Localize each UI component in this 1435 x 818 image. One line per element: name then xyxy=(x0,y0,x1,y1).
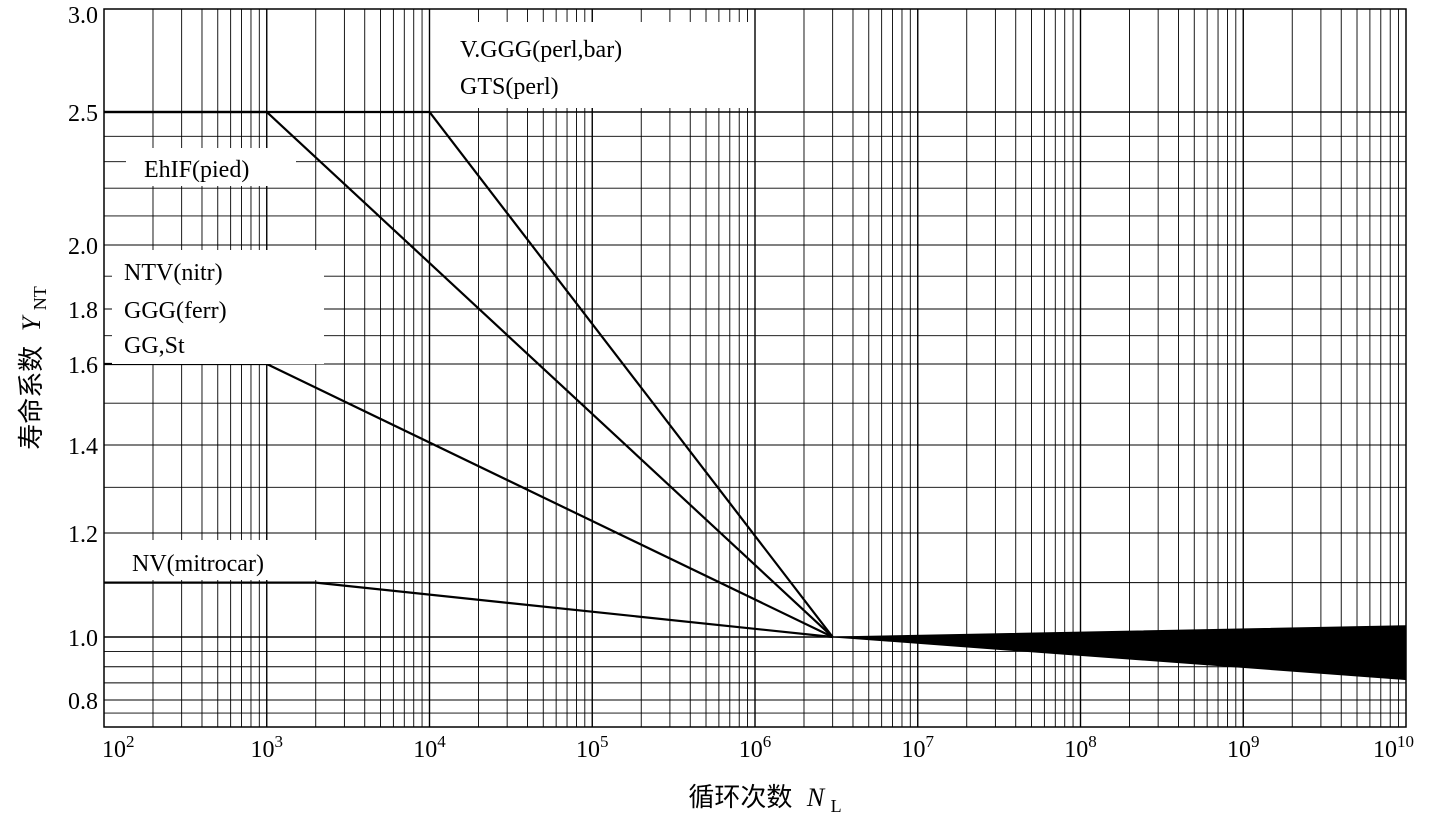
x-tick-base: 10 xyxy=(902,737,926,763)
y-tick-label: 2.5 xyxy=(68,101,98,127)
series-label: NV(mitrocar) xyxy=(132,551,264,577)
plot-frame xyxy=(103,8,1407,728)
x-tick-label: 106 xyxy=(739,732,772,763)
series-label: V.GGG(perl,bar) xyxy=(460,37,622,63)
series-label-box-4 xyxy=(126,540,338,580)
x-axis-title-symbol: N xyxy=(806,783,826,812)
x-tick-base: 10 xyxy=(251,737,275,763)
x-tick-exponent: 7 xyxy=(926,732,935,751)
y-tick-label: 1.8 xyxy=(68,298,98,324)
series-label-boxes xyxy=(112,22,752,580)
y-tick-label: 0.8 xyxy=(68,689,98,715)
x-tick-exponent: 9 xyxy=(1251,732,1260,751)
x-tick-labels: 102 103 104 105 106 107 108 109 1010 xyxy=(102,732,1414,763)
y-tick-label: 3.0 xyxy=(68,3,98,29)
x-tick-label: 104 xyxy=(413,732,446,763)
y-tick-label: 1.2 xyxy=(68,522,98,548)
series-labels: V.GGG(perl,bar) GTS(perl) EhIF(pied) NTV(ni… xyxy=(124,37,622,577)
x-tick-label: 102 xyxy=(102,732,135,763)
x-tick-label: 107 xyxy=(902,732,935,763)
y-axis-title-symbol: Y xyxy=(17,314,46,331)
series-label-box-3 xyxy=(112,250,324,364)
x-tick-label: 105 xyxy=(576,732,609,763)
x-axis-title: 循环次数 N L xyxy=(688,783,841,816)
series-line-2 xyxy=(104,110,834,638)
x-tick-base: 10 xyxy=(1373,737,1397,763)
x-tick-base: 10 xyxy=(739,737,763,763)
x-tick-base: 10 xyxy=(413,737,437,763)
x-tick-exponent: 8 xyxy=(1088,732,1097,751)
x-axis-title-subscript: L xyxy=(831,796,842,816)
x-axis-title-text: 循环次数 xyxy=(688,783,792,812)
x-tick-base: 10 xyxy=(102,737,126,763)
x-tick-exponent: 6 xyxy=(763,732,772,751)
series-label-box-1 xyxy=(447,22,752,108)
x-tick-base: 10 xyxy=(576,737,600,763)
series-line-4 xyxy=(104,581,833,639)
series-label: GGG(ferr) xyxy=(124,298,227,324)
series-label: EhIF(pied) xyxy=(144,157,249,183)
y-axis-title: 寿命系数 Y NT xyxy=(17,286,50,449)
y-tick-labels: 0.8 1.0 1.2 1.4 1.6 1.8 2.0 2.5 3.0 xyxy=(68,3,98,715)
x-tick-label: 103 xyxy=(251,732,284,763)
x-tick-label: 108 xyxy=(1064,732,1097,763)
x-tick-base: 10 xyxy=(1227,737,1251,763)
y-tick-label: 1.4 xyxy=(68,434,98,460)
y-tick-label: 1.6 xyxy=(68,353,98,379)
x-tick-exponent: 10 xyxy=(1397,732,1414,751)
x-tick-exponent: 2 xyxy=(126,732,135,751)
series-label: GG,St xyxy=(124,333,185,359)
y-axis-title-text: 寿命系数 xyxy=(17,346,46,450)
y-tick-label: 1.0 xyxy=(68,626,98,652)
series-lines xyxy=(104,110,1407,681)
x-tick-exponent: 3 xyxy=(275,732,284,751)
series-label: NTV(nitr) xyxy=(124,260,223,286)
x-tick-label: 1010 xyxy=(1373,732,1414,763)
x-tick-label: 109 xyxy=(1227,732,1260,763)
x-tick-exponent: 4 xyxy=(437,732,446,751)
y-axis-title-subscript: NT xyxy=(30,286,50,310)
x-tick-base: 10 xyxy=(1064,737,1088,763)
series-label: GTS(perl) xyxy=(460,74,559,100)
y-tick-label: 2.0 xyxy=(68,234,98,260)
series-label-box-2 xyxy=(126,148,296,186)
x-tick-exponent: 5 xyxy=(600,732,609,751)
